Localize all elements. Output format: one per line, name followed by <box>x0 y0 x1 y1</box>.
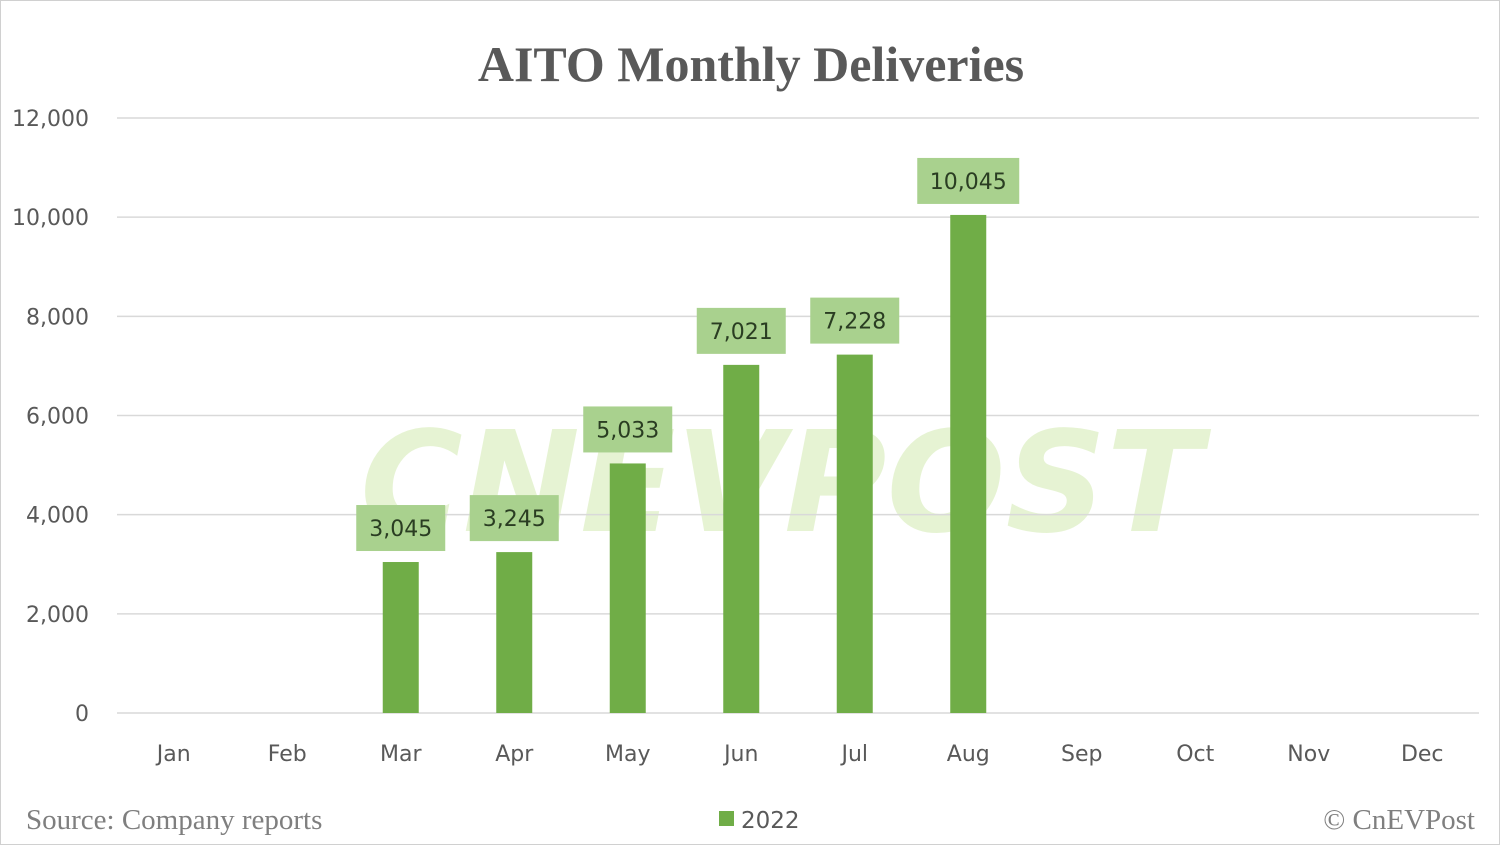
credit-note: © CnEVPost <box>1323 804 1475 836</box>
y-tick-label: 12,000 <box>12 107 89 132</box>
chart-title: AITO Monthly Deliveries <box>478 36 1024 92</box>
data-label: 10,045 <box>930 170 1007 195</box>
data-label-box <box>356 505 446 552</box>
bar-jul <box>836 354 873 713</box>
x-tick-label: Jan <box>155 742 191 767</box>
legend-label: 2022 <box>741 808 800 834</box>
data-label: 7,228 <box>823 310 886 335</box>
bar-mar <box>382 562 419 713</box>
data-label-box <box>469 495 559 542</box>
x-tick-label: Feb <box>268 742 307 767</box>
x-tick-label: Oct <box>1176 742 1214 767</box>
y-tick-label: 4,000 <box>26 504 89 529</box>
data-label: 5,033 <box>596 418 659 443</box>
x-tick-label: May <box>605 742 650 767</box>
data-label: 3,245 <box>483 507 546 532</box>
data-label-box <box>917 157 1020 204</box>
bar-jun <box>723 364 760 713</box>
y-tick-label: 6,000 <box>26 405 89 430</box>
data-label: 7,021 <box>710 320 773 345</box>
data-label: 3,045 <box>369 517 432 542</box>
data-label-box <box>583 406 673 453</box>
data-label-box <box>696 307 786 354</box>
source-note: Source: Company reports <box>26 804 322 836</box>
x-tick-label: Sep <box>1061 742 1102 767</box>
y-tick-label: 2,000 <box>26 603 89 628</box>
data-label-box <box>810 297 900 344</box>
x-tick-label: Apr <box>495 742 534 767</box>
bar-may <box>609 463 646 713</box>
x-tick-label: Jul <box>839 742 868 767</box>
bar-aug <box>950 214 987 713</box>
x-tick-label: Aug <box>947 742 990 767</box>
x-tick-label: Jun <box>722 742 758 767</box>
bar-apr <box>496 552 533 713</box>
x-tick-label: Mar <box>380 742 422 767</box>
y-tick-label: 0 <box>75 702 89 727</box>
y-tick-label: 8,000 <box>26 305 89 330</box>
y-tick-label: 10,000 <box>12 206 89 231</box>
x-tick-label: Dec <box>1401 742 1444 767</box>
legend-swatch <box>719 811 734 826</box>
x-tick-label: Nov <box>1287 742 1330 767</box>
